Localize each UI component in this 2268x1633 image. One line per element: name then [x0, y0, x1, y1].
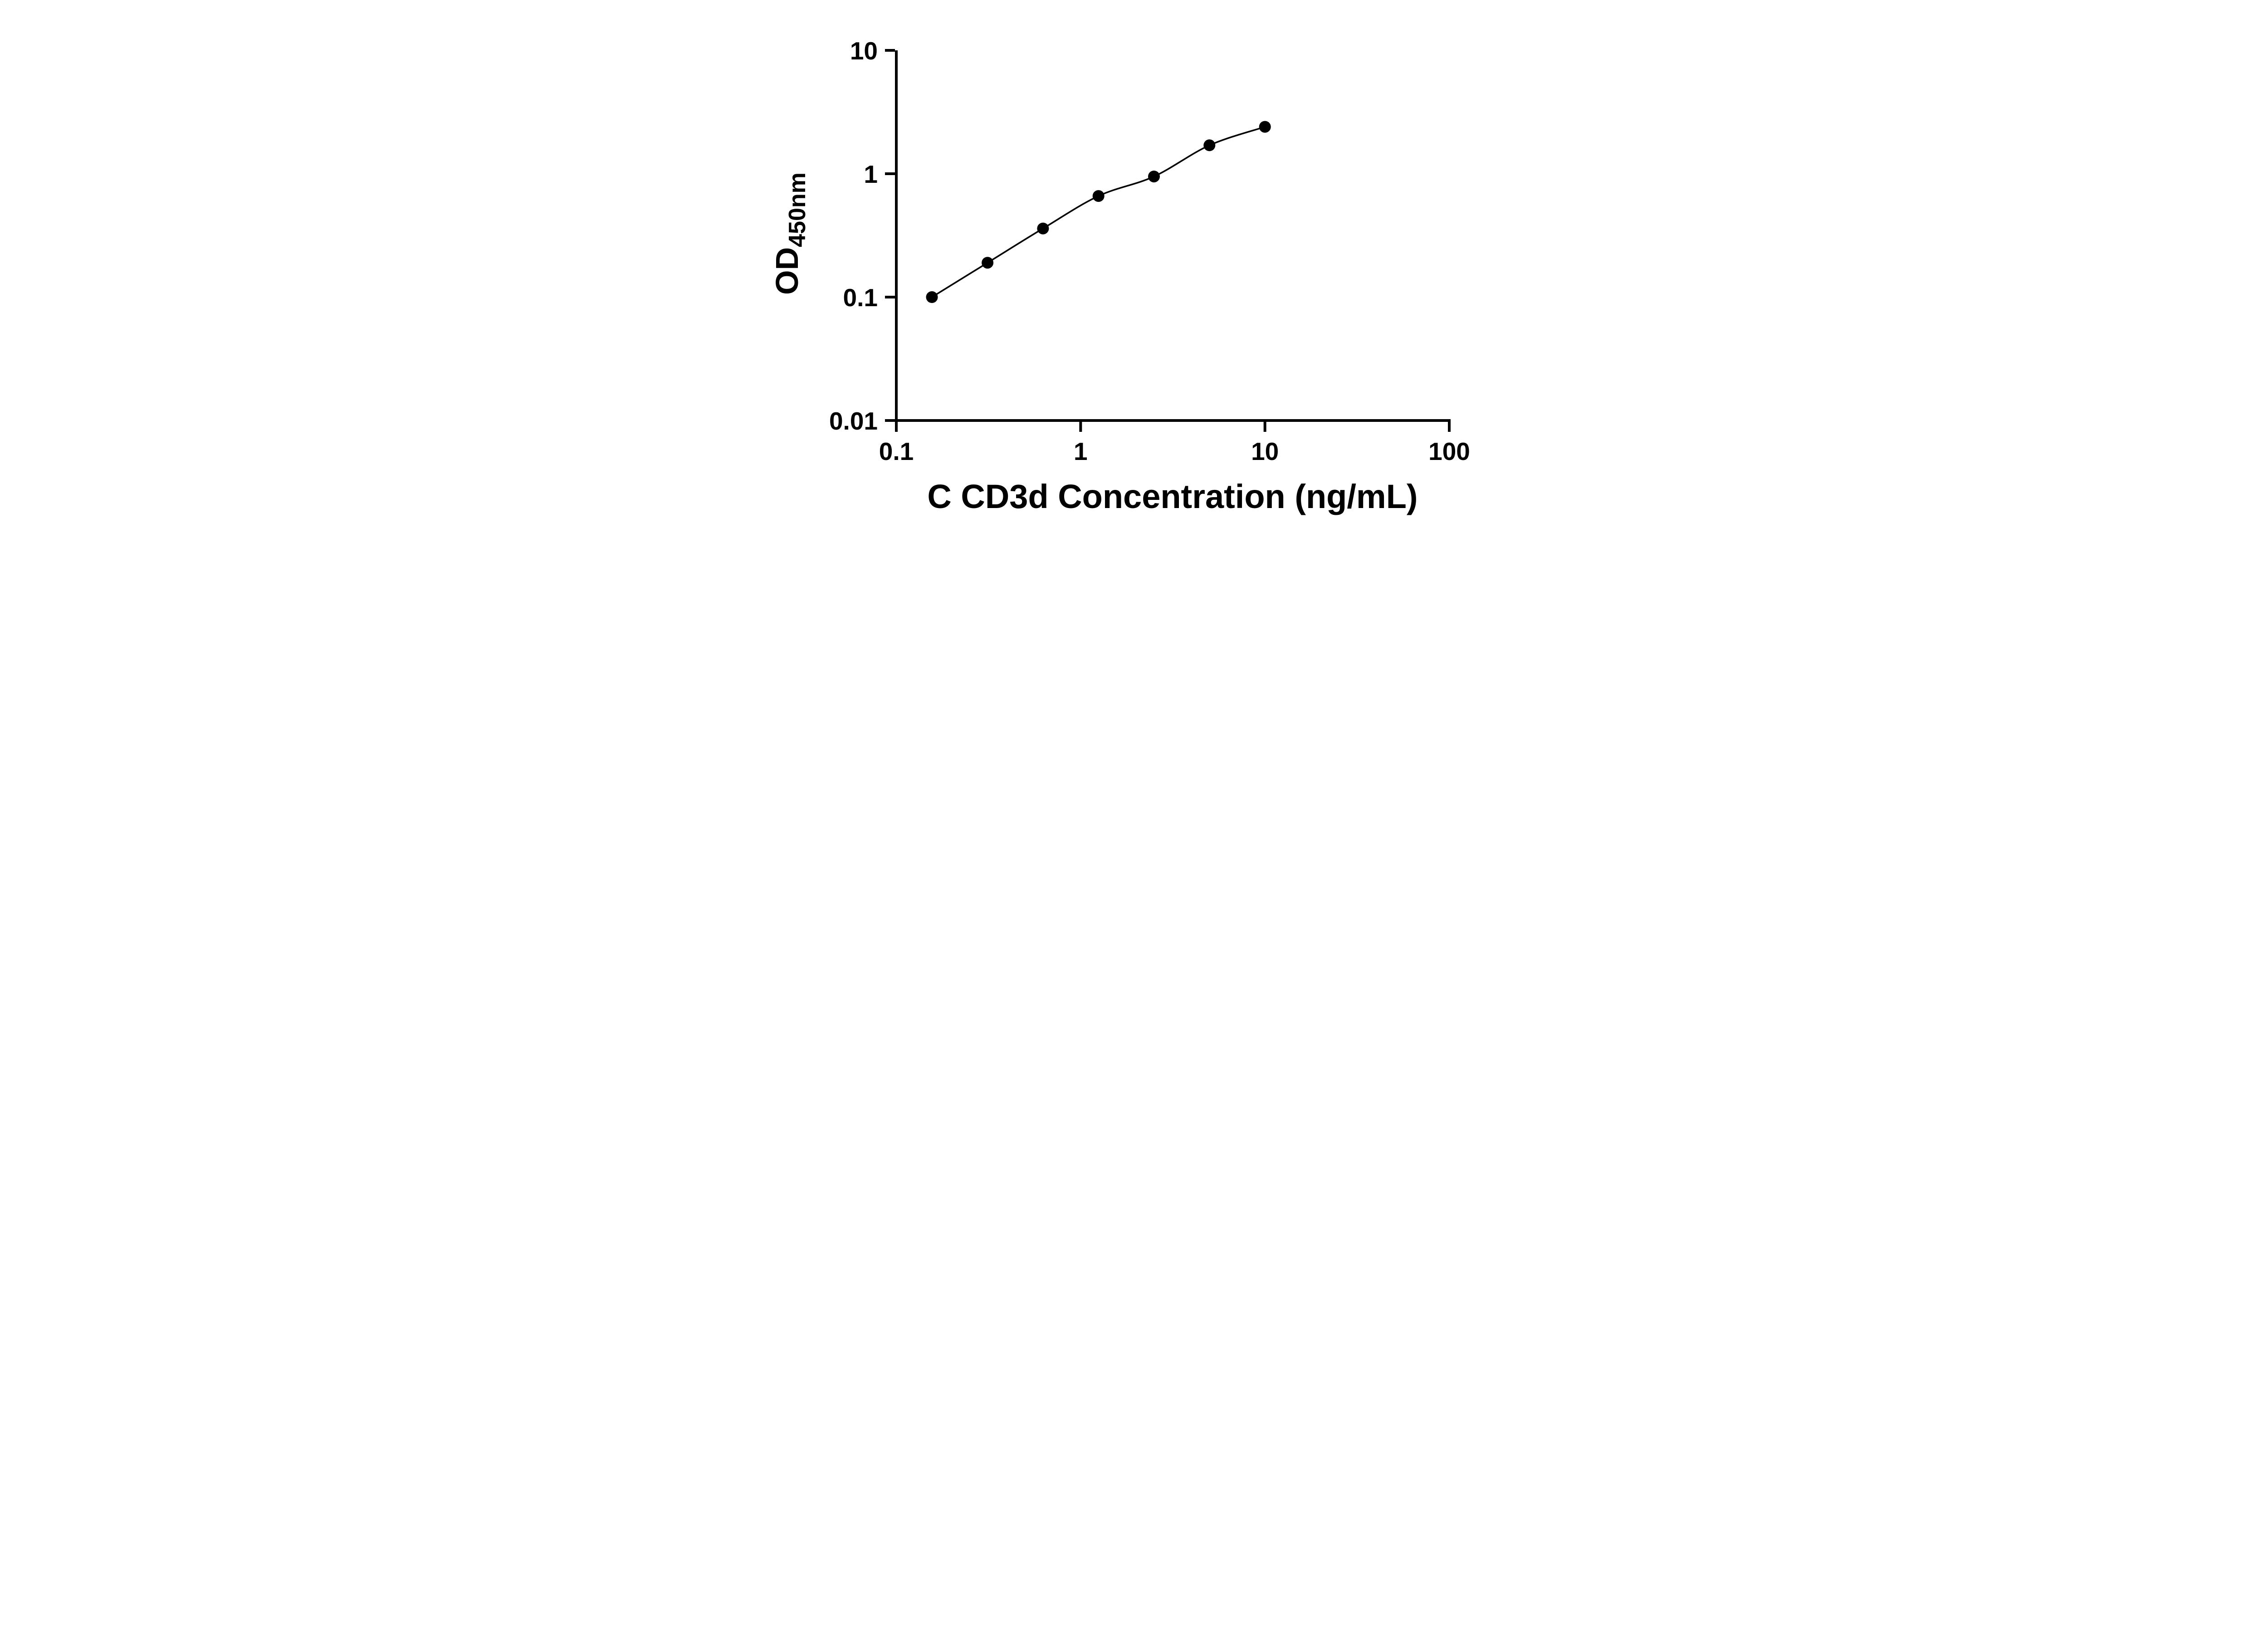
x-tick-label: 100 — [1428, 437, 1470, 465]
data-point — [1037, 222, 1049, 235]
data-point — [1148, 171, 1160, 183]
y-axis-title: OD450nm — [769, 172, 811, 295]
data-point — [982, 257, 994, 269]
y-axis-title-sub: 450nm — [784, 172, 811, 247]
x-tick-label: 0.1 — [879, 437, 914, 465]
y-tick-label: 0.1 — [843, 284, 878, 312]
y-tick-label: 0.01 — [829, 407, 878, 435]
y-axis-title-main: OD — [769, 247, 805, 295]
x-axis-title: C CD3d Concentration (ng/mL) — [927, 478, 1418, 515]
standard-curve-line — [931, 126, 1266, 298]
data-series-layer — [926, 121, 1271, 303]
elisa-standard-curve-figure: 0.01 0.1 1 10 0.1 1 10 100 C CD3d Concentration… — [745, 0, 1523, 544]
x-tick-label: 1 — [1074, 437, 1088, 465]
y-tick-label: 1 — [864, 160, 878, 188]
data-point — [1092, 190, 1105, 202]
x-tick-label: 10 — [1251, 437, 1279, 465]
y-tick-label: 10 — [850, 37, 878, 65]
data-point — [1259, 121, 1271, 133]
data-point — [926, 291, 938, 303]
data-point — [1203, 139, 1216, 152]
